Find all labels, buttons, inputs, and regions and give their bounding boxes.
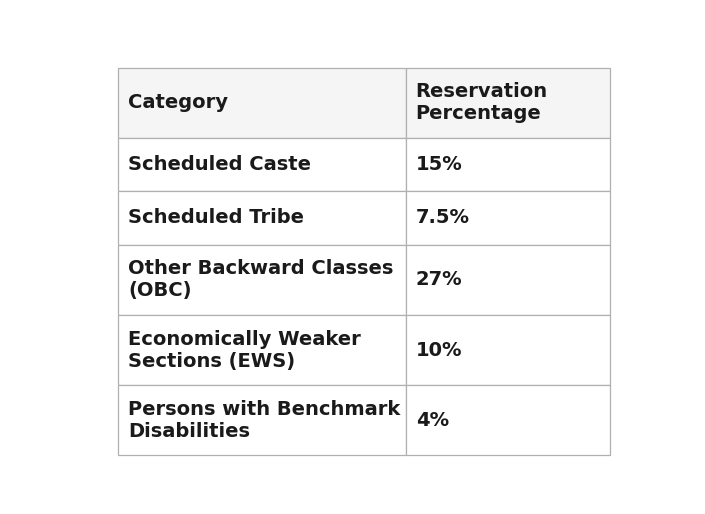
Bar: [118, 385, 406, 455]
Text: Scheduled Tribe: Scheduled Tribe: [128, 209, 304, 228]
Bar: [118, 315, 406, 385]
Bar: [118, 68, 406, 138]
Bar: [118, 245, 406, 315]
Text: 15%: 15%: [416, 155, 462, 174]
Text: 10%: 10%: [416, 341, 462, 360]
Bar: [406, 138, 610, 191]
Bar: [406, 385, 610, 455]
Bar: [118, 68, 406, 138]
Text: 7.5%: 7.5%: [416, 209, 470, 228]
Text: Economically Weaker
Sections (EWS): Economically Weaker Sections (EWS): [128, 329, 361, 371]
Text: Persons with Benchmark
Disabilities: Persons with Benchmark Disabilities: [128, 400, 400, 441]
Bar: [118, 385, 406, 455]
Text: 4%: 4%: [416, 411, 449, 430]
Bar: [406, 315, 610, 385]
Bar: [118, 315, 406, 385]
Bar: [406, 191, 610, 245]
Bar: [406, 138, 610, 191]
Bar: [406, 315, 610, 385]
Bar: [118, 138, 406, 191]
Bar: [118, 138, 406, 191]
Bar: [406, 68, 610, 138]
Text: Reservation
Percentage: Reservation Percentage: [416, 82, 548, 123]
Bar: [118, 191, 406, 245]
Text: Scheduled Caste: Scheduled Caste: [128, 155, 311, 174]
Bar: [406, 245, 610, 315]
Bar: [406, 385, 610, 455]
Bar: [118, 191, 406, 245]
Bar: [406, 245, 610, 315]
Text: Other Backward Classes
(OBC): Other Backward Classes (OBC): [128, 260, 393, 300]
Text: Category: Category: [128, 93, 228, 112]
Bar: [406, 68, 610, 138]
Bar: [118, 245, 406, 315]
Bar: [406, 191, 610, 245]
Text: 27%: 27%: [416, 270, 462, 289]
